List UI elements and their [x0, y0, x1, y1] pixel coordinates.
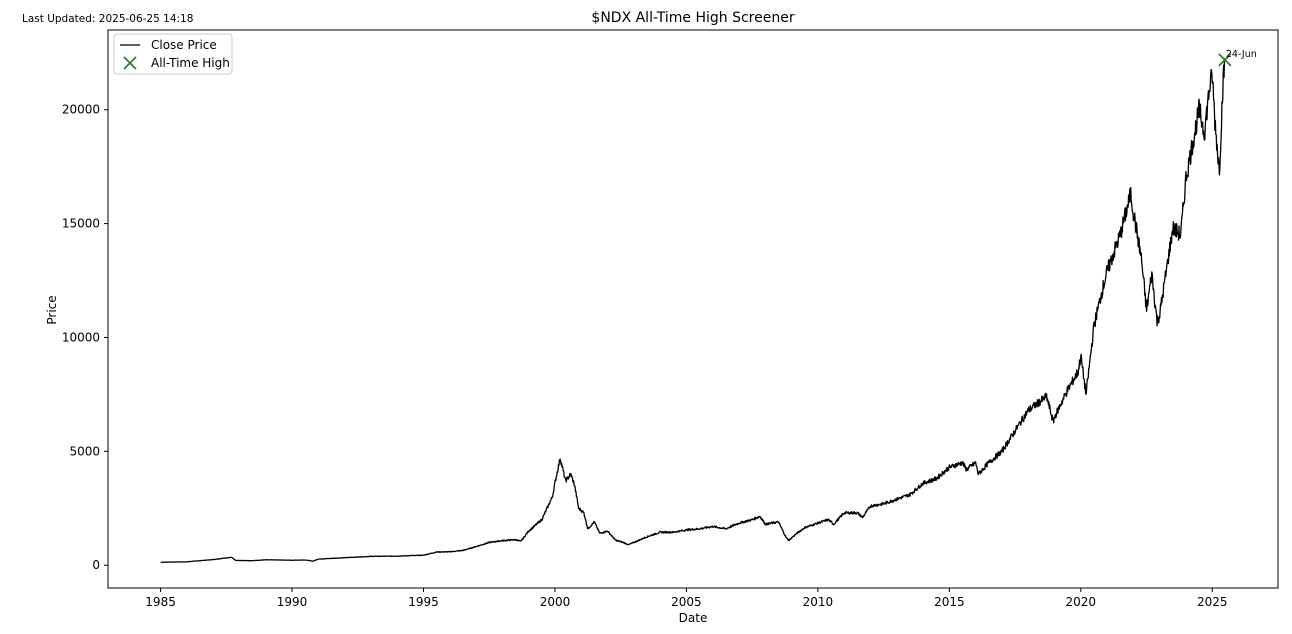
y-tick-label: 15000 — [62, 217, 100, 231]
legend-all-time-high-label: All-Time High — [151, 56, 230, 70]
axes: 1985 1990 1995 2000 2005 2010 2015 2020 2025 0 500… — [62, 29, 1279, 609]
y-tick-label: 10000 — [62, 330, 100, 344]
plot-area: 24-Jun — [160, 49, 1257, 563]
legend-all-time-high-swatch — [123, 56, 137, 70]
all-time-high-marker — [1218, 53, 1232, 67]
all-time-high-label: 24-Jun — [1226, 49, 1257, 60]
series-close-price-line — [160, 58, 1226, 563]
legend: Close Price All-Time High — [113, 33, 233, 75]
x-tick-label: 1985 — [145, 595, 176, 609]
y-tick-label: 0 — [92, 558, 100, 572]
x-tick-label: 2010 — [803, 595, 834, 609]
x-tick-label: 1995 — [408, 595, 439, 609]
x-tick-label: 2015 — [934, 595, 965, 609]
y-axis-label: Price — [45, 295, 59, 324]
legend-box — [113, 33, 233, 75]
x-tick-label: 2025 — [1197, 595, 1228, 609]
legend-close-price-label: Close Price — [151, 38, 217, 52]
last-updated-label: Last Updated: 2025-06-25 14:18 — [22, 13, 193, 25]
x-axis-label: Date — [679, 611, 708, 625]
x-tick-label: 2005 — [671, 595, 702, 609]
y-tick-label: 5000 — [69, 444, 100, 458]
x-tick-label: 2000 — [540, 595, 571, 609]
chart-title: $NDX All-Time High Screener — [591, 10, 794, 26]
axes-frame — [107, 29, 1279, 589]
x-tick-label: 1990 — [277, 595, 308, 609]
y-tick-label: 20000 — [62, 103, 100, 117]
x-tick-label: 2020 — [1066, 595, 1097, 609]
